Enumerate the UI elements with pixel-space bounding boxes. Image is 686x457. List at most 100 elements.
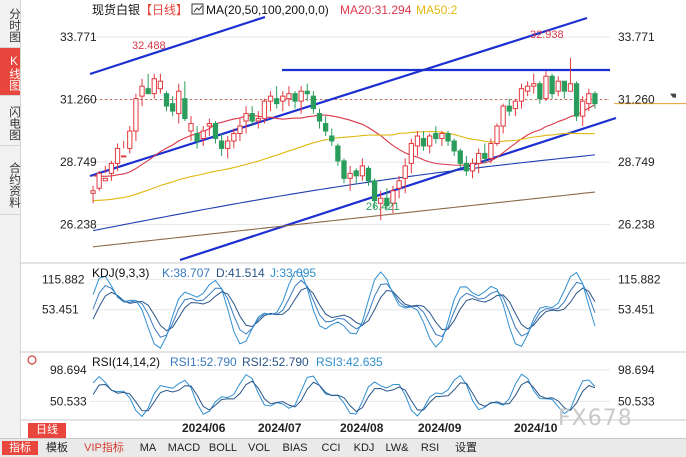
kline-chart[interactable]: 33.771 33.771 31.260 31.260 28.749 28.749 26.2… <box>20 0 686 438</box>
toolbar-tab-5[interactable]: BOLL <box>208 442 238 454</box>
candle-body <box>121 155 127 158</box>
toolbar-tab-12[interactable]: 设置 <box>455 442 477 454</box>
candle-body <box>335 145 341 162</box>
candle <box>188 116 194 141</box>
candle <box>402 158 408 194</box>
candle <box>286 86 292 107</box>
kdj-k-line <box>92 279 596 338</box>
tab-kline[interactable]: K线图 <box>0 48 20 96</box>
rsi1-line <box>92 373 596 418</box>
candle <box>439 131 445 146</box>
collapse-arrow-icon <box>670 93 676 98</box>
candle-body <box>133 98 139 132</box>
candle <box>261 98 268 124</box>
candle-body <box>249 113 255 122</box>
candle <box>543 71 549 102</box>
ma20-line <box>93 104 596 177</box>
axis-labels: 33.771 33.771 31.260 31.260 28.749 28.749 26.2… <box>27 2 661 435</box>
x-tick: 2024/10 <box>514 421 558 435</box>
candle <box>169 96 176 117</box>
candle-body <box>114 147 121 164</box>
candle-body <box>90 190 96 194</box>
chart-title: 现货白银 <box>92 2 140 17</box>
tab-contract-info[interactable]: 合约资料 <box>0 152 20 215</box>
candle-body <box>176 90 182 115</box>
rsi-header: RSI3:42.635 <box>316 355 383 369</box>
candle-body <box>476 152 482 164</box>
period-label: 【日线】 <box>140 3 188 17</box>
candle-body <box>218 140 225 149</box>
candle-body <box>347 172 353 179</box>
toolbar-tab-4[interactable]: MACD <box>167 442 201 454</box>
candle <box>280 91 286 112</box>
toolbar-tab-2[interactable]: VIP指标 <box>84 442 124 454</box>
candle <box>531 73 537 94</box>
candle <box>573 81 580 122</box>
candle <box>445 131 451 146</box>
x-tick: 2024/07 <box>258 421 302 435</box>
candle-body <box>427 135 433 147</box>
candle <box>518 83 525 109</box>
candle-body <box>329 135 335 142</box>
candle <box>108 160 115 181</box>
period-day-tab[interactable]: 日线 <box>28 423 66 438</box>
annotation-high: 32.938 <box>530 29 564 41</box>
candle-body <box>310 95 317 110</box>
candle-body <box>96 172 102 189</box>
candle-body <box>322 123 329 132</box>
tab-timeshare[interactable]: 分时图 <box>0 0 20 48</box>
candle-body <box>157 80 164 90</box>
candle-body <box>353 170 359 177</box>
tab-flash-chart[interactable]: 闪电图 <box>0 98 20 146</box>
rsi-header: RSI2:52.790 <box>242 355 309 369</box>
kdj-d-line <box>92 286 596 332</box>
toolbar-tab-9[interactable]: KDJ <box>353 442 375 454</box>
candle <box>212 121 219 144</box>
candle <box>567 57 574 92</box>
candle-body <box>237 125 243 135</box>
toolbar-tab-3[interactable]: MA <box>139 442 157 454</box>
rsi-tick-left: 98.694 <box>50 363 87 377</box>
candle-body <box>267 95 274 102</box>
candle <box>90 185 96 204</box>
toolbar-tab-11[interactable]: RSI <box>420 442 440 454</box>
candle <box>114 143 121 171</box>
candle <box>353 168 359 184</box>
ma50-line <box>93 130 595 202</box>
toolbar-tab-0[interactable]: 指标 <box>2 441 38 455</box>
candle <box>580 96 586 127</box>
candle <box>371 178 378 209</box>
annotation-high: 32.488 <box>132 40 166 52</box>
candle-body <box>580 100 586 117</box>
kdj-tick-right: 115.882 <box>618 273 661 287</box>
candle-body <box>188 123 194 132</box>
watermark: FX678 <box>558 406 633 431</box>
candle <box>194 126 200 149</box>
candle-body <box>543 75 549 100</box>
ma200-line <box>93 191 595 248</box>
candle <box>176 83 182 124</box>
candle <box>322 116 329 136</box>
candle <box>378 190 384 221</box>
candle-body <box>457 150 463 164</box>
candle-body <box>414 135 421 147</box>
candle <box>433 126 439 144</box>
candle-body <box>139 85 145 97</box>
candle <box>463 155 470 176</box>
candle-body <box>145 88 151 95</box>
toolbar-tab-8[interactable]: CCI <box>321 442 341 454</box>
candle <box>231 128 237 149</box>
candle <box>243 106 249 134</box>
toolbar-tab-6[interactable]: VOL <box>247 442 270 454</box>
candle <box>488 138 494 164</box>
candle <box>420 131 427 151</box>
candle <box>157 73 164 94</box>
price-tick-left: 33.771 <box>60 30 97 44</box>
toolbar-tab-10[interactable]: LW& <box>385 442 409 454</box>
candle <box>586 88 592 112</box>
candle <box>347 165 353 191</box>
candle-body <box>151 78 157 95</box>
toolbar-tab-1[interactable]: 模板 <box>46 442 68 454</box>
toolbar-tab-7[interactable]: BIAS <box>282 442 308 454</box>
candle-body <box>102 177 108 182</box>
